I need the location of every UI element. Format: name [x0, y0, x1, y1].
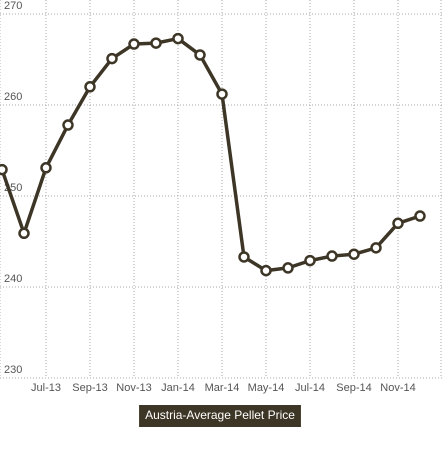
y-tick-label: 230 [4, 364, 22, 376]
data-point [238, 251, 250, 263]
legend-box [139, 405, 301, 427]
x-tick-label: Nov-14 [380, 382, 415, 394]
x-tick-label: Jul-14 [295, 382, 325, 394]
data-point [0, 163, 8, 176]
data-point [348, 248, 360, 260]
data-point [194, 49, 206, 61]
x-tick-label: May-14 [248, 382, 285, 394]
data-point [370, 242, 382, 254]
x-tick-label: Sep-14 [336, 382, 371, 394]
data-point [392, 217, 404, 230]
data-point [414, 210, 426, 222]
data-point [18, 227, 30, 240]
y-tick-label: 270 [4, 0, 22, 12]
x-tick-label: Jul-13 [31, 382, 61, 394]
data-point [106, 52, 118, 65]
x-tick-label: Mar-14 [205, 382, 240, 394]
x-tick-label: Jan-14 [161, 382, 195, 394]
data-point [40, 162, 52, 174]
y-tick-label: 240 [4, 273, 22, 285]
data-point [150, 37, 162, 49]
data-point [128, 38, 140, 50]
x-tick-label: Nov-13 [116, 382, 151, 394]
data-point [282, 262, 294, 274]
data-point [172, 32, 184, 45]
legend: Austria-Average Pellet Price [139, 405, 301, 427]
legend-label: Austria-Average Pellet Price [145, 408, 295, 422]
x-tick-label: Sep-13 [72, 382, 107, 394]
data-point [260, 264, 272, 277]
data-point [304, 254, 316, 267]
data-point [326, 250, 338, 262]
data-point [62, 119, 74, 131]
series-line [0, 36, 421, 273]
data-point [84, 81, 96, 93]
y-tick-label: 260 [4, 91, 22, 103]
data-point [216, 88, 228, 100]
